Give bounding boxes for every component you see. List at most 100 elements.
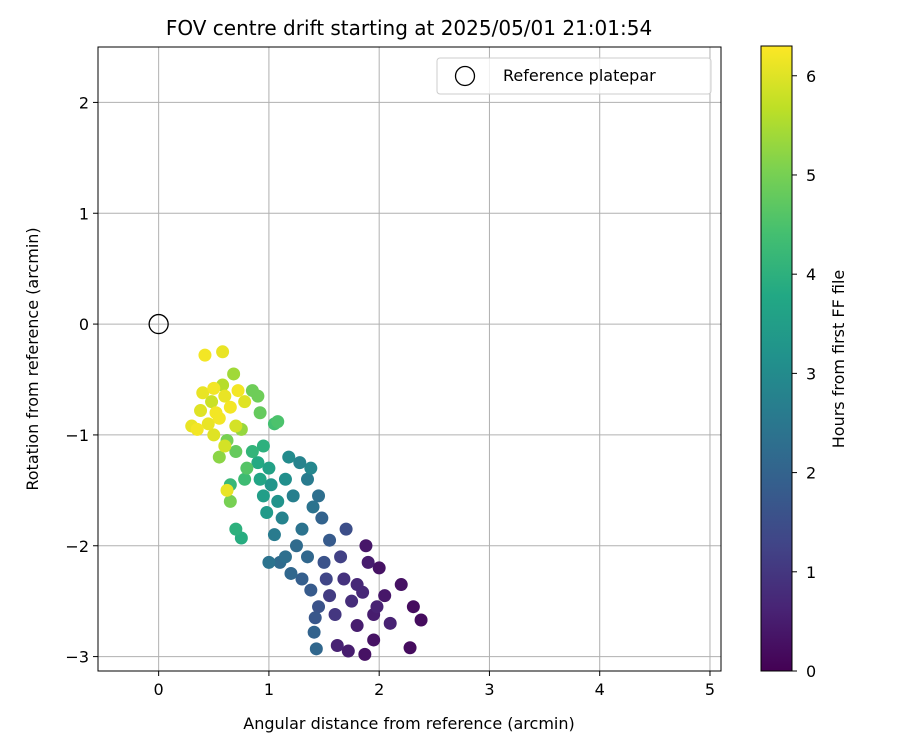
data-point — [356, 585, 370, 599]
data-point — [223, 494, 237, 508]
x-tick-label: 5 — [705, 680, 715, 699]
data-point — [256, 489, 270, 503]
data-point — [339, 522, 353, 536]
data-point — [282, 450, 296, 464]
data-point — [278, 550, 292, 564]
colorbar: 0 1 2 3 4 5 6 Hours from first FF file — [760, 45, 848, 681]
data-point — [267, 528, 281, 542]
data-point — [328, 607, 342, 621]
y-tick-label: −1 — [65, 426, 89, 445]
data-point — [212, 411, 226, 425]
colorbar-tick-label: 0 — [806, 662, 816, 681]
data-point — [304, 461, 318, 475]
data-point — [251, 456, 265, 470]
colorbar-gradient — [760, 45, 793, 672]
x-tick-label: 4 — [595, 680, 605, 699]
data-point — [308, 611, 322, 625]
data-point — [289, 539, 303, 553]
data-point — [198, 348, 212, 362]
data-point — [312, 600, 326, 614]
legend-entry-label: Reference platepar — [503, 66, 656, 85]
data-point — [301, 550, 315, 564]
data-point — [284, 566, 298, 580]
data-point — [334, 550, 348, 564]
data-point — [227, 367, 241, 381]
data-point — [271, 494, 285, 508]
data-point — [229, 419, 243, 433]
data-point — [361, 555, 375, 569]
data-point — [383, 616, 397, 630]
colorbar-tick-label: 2 — [806, 464, 816, 483]
data-point — [293, 456, 307, 470]
data-point — [216, 345, 230, 359]
data-point — [231, 384, 245, 398]
data-point — [262, 555, 276, 569]
data-point — [378, 589, 392, 603]
data-point — [264, 478, 278, 492]
data-point — [207, 381, 221, 395]
colorbar-tick-label: 5 — [806, 166, 816, 185]
data-point — [229, 522, 243, 536]
data-point — [262, 461, 276, 475]
data-point — [194, 404, 208, 418]
data-point — [372, 561, 386, 575]
y-tick-label: −3 — [65, 648, 89, 667]
reference-platepar-marker — [148, 313, 169, 335]
data-point — [201, 417, 215, 431]
reference-marker — [148, 313, 169, 335]
data-point — [271, 415, 285, 429]
data-point — [256, 439, 270, 453]
data-point — [403, 641, 417, 655]
colorbar-tick-label: 1 — [806, 563, 816, 582]
data-point — [286, 489, 300, 503]
data-point — [319, 572, 333, 586]
data-point — [317, 555, 331, 569]
colorbar-tick-label: 4 — [806, 265, 816, 284]
data-point — [220, 483, 234, 497]
data-point — [251, 389, 265, 403]
data-point — [278, 472, 292, 486]
data-point — [196, 386, 210, 400]
data-point — [358, 647, 372, 661]
data-point — [350, 619, 364, 633]
legend: Reference platepar — [436, 57, 712, 95]
y-tick-label: −2 — [65, 537, 89, 556]
data-point — [229, 445, 243, 459]
x-tick-label: 2 — [374, 680, 384, 699]
data-point — [345, 594, 359, 608]
colorbar-tick-label: 3 — [806, 364, 816, 383]
data-point — [223, 400, 237, 414]
axis-ticks: 0 1 2 3 4 5 −3 −2 −1 0 1 2 — [65, 93, 715, 699]
data-point — [212, 450, 226, 464]
data-point — [275, 511, 289, 525]
x-tick-label: 3 — [484, 680, 494, 699]
data-point — [414, 613, 428, 627]
data-point — [337, 572, 351, 586]
y-axis-label: Rotation from reference (arcmin) — [23, 227, 42, 490]
data-point — [370, 600, 384, 614]
data-points — [185, 345, 428, 661]
y-tick-label: 2 — [79, 93, 89, 112]
data-point — [253, 406, 267, 420]
data-point — [295, 572, 309, 586]
data-point — [341, 644, 355, 658]
data-point — [218, 389, 232, 403]
x-tick-label: 1 — [264, 680, 274, 699]
data-point — [367, 633, 381, 647]
data-point — [304, 583, 318, 597]
data-point — [306, 500, 320, 514]
data-point — [190, 422, 204, 436]
data-point — [323, 533, 337, 547]
data-point — [301, 472, 315, 486]
data-point — [245, 445, 259, 459]
data-point — [406, 600, 420, 614]
colorbar-ticks: 0 1 2 3 4 5 6 — [792, 67, 816, 681]
chart-title: FOV centre drift starting at 2025/05/01 … — [166, 16, 652, 40]
data-point — [323, 589, 337, 603]
data-point — [240, 461, 254, 475]
data-point — [253, 472, 267, 486]
data-point — [260, 506, 274, 520]
data-point — [307, 625, 321, 639]
legend-marker-icon — [454, 65, 476, 87]
